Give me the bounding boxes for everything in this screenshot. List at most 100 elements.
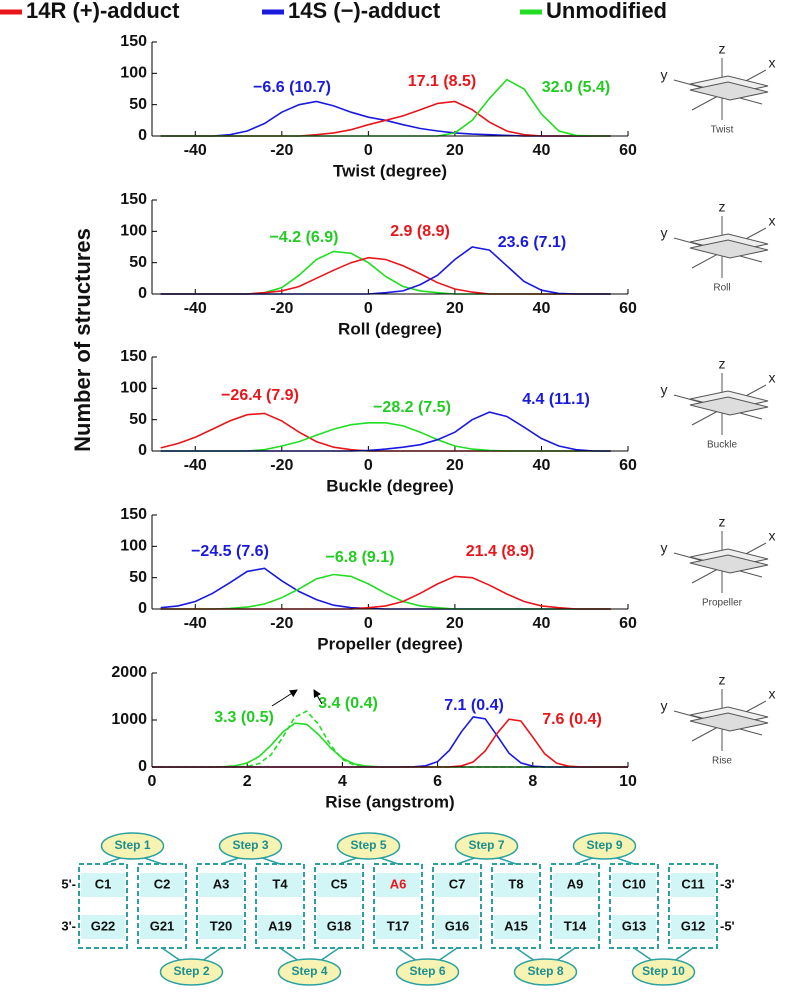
band [199, 873, 243, 897]
band [81, 915, 125, 939]
x-tick-label: 60 [619, 615, 637, 632]
axis-name: z [719, 356, 726, 372]
band [376, 873, 420, 897]
nucleotide: G22 [91, 918, 116, 933]
step-marker [159, 958, 224, 986]
series-line [160, 412, 611, 452]
step-label: Step 4 [291, 964, 327, 978]
series-line [152, 722, 628, 768]
nucleotide: A9 [567, 876, 584, 891]
x-tick-label: 2 [243, 773, 252, 790]
y-tick-label: 0 [138, 285, 147, 302]
schematic-label: Twist [711, 125, 734, 136]
step-label: Step 6 [409, 964, 445, 978]
axis-name: y [661, 225, 668, 241]
connector [380, 857, 399, 865]
nucleotide: G21 [150, 918, 175, 933]
schematic-label: Buckle [707, 440, 737, 451]
x-tick-label: 60 [619, 300, 637, 317]
band [317, 873, 361, 897]
band [435, 873, 479, 897]
y-tick-label: 100 [120, 380, 147, 397]
y-tick-label: 0 [138, 127, 147, 144]
band [553, 873, 597, 897]
nucleotide: G12 [681, 918, 706, 933]
y-tick-label: 100 [120, 538, 147, 555]
x-tick-label: 0 [364, 300, 373, 317]
x-tick-label: 6 [433, 773, 442, 790]
axis-name: x [769, 686, 776, 702]
y-tick-label: 2000 [111, 664, 147, 681]
band [140, 873, 184, 897]
series-line [160, 573, 611, 610]
x-tick-label: 20 [446, 615, 464, 632]
x-tick-label: 0 [364, 457, 373, 474]
nucleotide: A19 [268, 918, 292, 933]
annotation: −24.5 (7.6) [191, 543, 269, 560]
x-tick-label: 4 [338, 773, 347, 790]
connector [262, 857, 281, 865]
band [435, 915, 479, 939]
legend-label: Unmodified [546, 0, 667, 23]
annotation: 21.4 (8.9) [466, 543, 534, 560]
band [671, 915, 715, 939]
x-tick-label: -40 [184, 142, 207, 159]
annotation: −6.6 (10.7) [253, 79, 331, 96]
step-marker [395, 958, 460, 986]
strand-end: 5'- [61, 876, 76, 891]
axis-name: x [769, 528, 776, 544]
step-label: Step 8 [527, 964, 563, 978]
arrow [313, 689, 323, 705]
annotation: 7.1 (0.4) [444, 697, 504, 714]
x-tick-label: 40 [533, 615, 551, 632]
y-tick-label: 50 [129, 254, 147, 271]
x-tick-label: 10 [619, 773, 637, 790]
axis-name: y [661, 382, 668, 398]
annotation: 3.4 (0.4) [318, 695, 378, 712]
x-tick-label: 20 [446, 457, 464, 474]
band [494, 915, 538, 939]
connector [515, 947, 534, 961]
connector [574, 857, 593, 865]
connector [279, 947, 298, 961]
nucleotide: A6 [390, 876, 407, 891]
band [258, 873, 302, 897]
step-label: Step 1 [114, 838, 150, 852]
nucleotide: T20 [210, 918, 232, 933]
annotation: −4.2 (6.9) [270, 229, 339, 246]
nucleotide: G13 [622, 918, 647, 933]
axis-name: x [769, 370, 776, 386]
y-tick-label: 150 [120, 348, 147, 365]
x-axis-label: Twist (degree) [333, 161, 447, 180]
x-tick-label: 60 [619, 142, 637, 159]
nucleotide: G16 [445, 918, 470, 933]
schematic-label: Roll [713, 283, 730, 294]
band [612, 915, 656, 939]
connector [203, 947, 222, 961]
x-tick-label: -20 [270, 142, 293, 159]
nucleotide: C10 [622, 876, 646, 891]
x-tick-label: -40 [184, 300, 207, 317]
x-tick-label: 8 [528, 773, 537, 790]
nucleotide: G18 [327, 918, 352, 933]
nucleotide: A15 [504, 918, 528, 933]
arrow [271, 689, 298, 707]
connector [144, 857, 163, 865]
x-tick-label: -20 [270, 300, 293, 317]
step-marker [631, 958, 696, 986]
annotation: 32.0 (5.4) [542, 79, 610, 96]
series-line [160, 250, 611, 295]
band [671, 873, 715, 897]
nucleotide: A3 [213, 876, 230, 891]
annotation: 7.6 (0.4) [542, 711, 602, 728]
connector [456, 857, 475, 865]
nucleotide: T8 [508, 876, 523, 891]
x-tick-label: -20 [270, 615, 293, 632]
annotation: 4.4 (11.1) [522, 391, 590, 408]
band [81, 873, 125, 897]
y-axis-label: Number of structures [70, 228, 95, 452]
connector [675, 947, 694, 961]
step-label: Step 10 [642, 964, 685, 978]
step-label: Step 9 [586, 838, 622, 852]
